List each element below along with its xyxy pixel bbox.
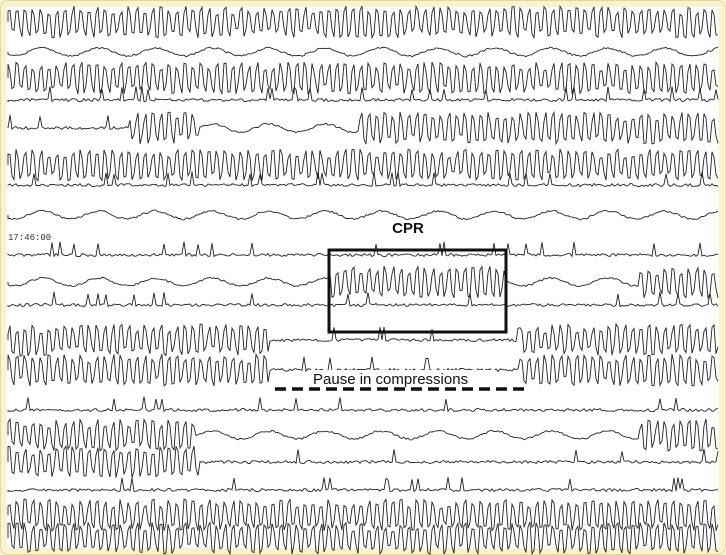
ecg-trace <box>7 60 719 96</box>
ecg-trace <box>7 171 719 188</box>
ecg-trace <box>7 477 719 493</box>
traces <box>7 4 719 555</box>
timestamp: 17:46:00 <box>8 233 51 243</box>
ecg-trace <box>7 46 719 58</box>
ecg-trace <box>7 86 719 103</box>
strip-area <box>7 7 719 548</box>
pause-label: Pause in compressions <box>313 371 468 388</box>
ecg-trace <box>7 265 719 300</box>
ecg-trace <box>7 396 719 413</box>
ecg-trace <box>7 521 719 555</box>
ecg-trace <box>7 209 719 221</box>
ecg-trace <box>7 497 719 533</box>
ecg-trace <box>7 4 719 40</box>
ecg-trace <box>7 110 719 146</box>
ecg-trace <box>7 417 719 452</box>
ecg-trace <box>7 291 719 308</box>
cpr-label: CPR <box>392 220 424 237</box>
ecg-trace <box>7 148 719 182</box>
label-background <box>310 370 496 386</box>
ecg-trace <box>7 322 719 357</box>
ecg-trace <box>7 444 719 479</box>
ecg-trace <box>7 241 719 258</box>
ecg-trace <box>7 352 719 387</box>
cpr-box <box>327 248 508 334</box>
